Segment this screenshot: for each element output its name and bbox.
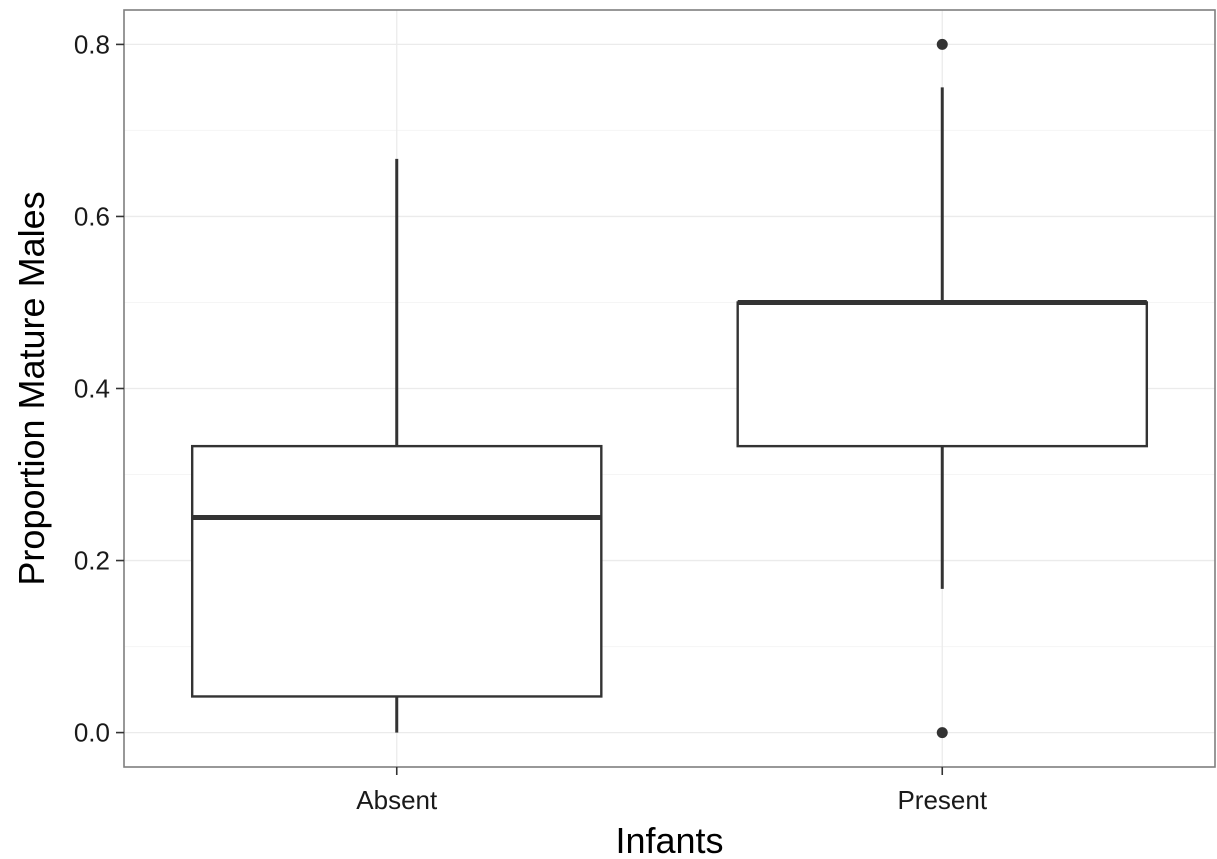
y-axis-ticks: 0.0 0.2 0.4 0.6 0.8	[74, 29, 124, 748]
outlier-point	[936, 727, 948, 739]
y-tick-label: 0.2	[74, 546, 110, 576]
iqr-box	[190, 444, 603, 698]
x-tick-label: Absent	[356, 785, 438, 815]
y-tick-label: 0.0	[74, 718, 110, 748]
x-axis-title: Infants	[615, 820, 723, 859]
y-tick-label: 0.8	[74, 29, 110, 59]
x-tick-label: Present	[897, 785, 987, 815]
box-present	[736, 38, 1149, 739]
y-tick-label: 0.4	[74, 374, 110, 404]
x-axis-ticks: Absent Present	[356, 767, 988, 815]
y-tick-label: 0.6	[74, 201, 110, 231]
outlier-point	[936, 38, 948, 50]
iqr-box	[736, 301, 1149, 448]
box-absent	[190, 158, 603, 733]
y-axis-title: Proportion Mature Males	[11, 191, 52, 585]
boxes	[190, 38, 1149, 739]
